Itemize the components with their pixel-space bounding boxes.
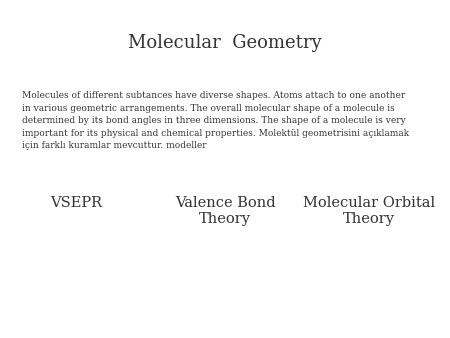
Text: Molecules of different subtances have diverse shapes. Atoms attach to one anothe: Molecules of different subtances have di… — [22, 91, 410, 150]
Text: Molecular  Geometry: Molecular Geometry — [128, 34, 322, 52]
Text: Valence Bond
Theory: Valence Bond Theory — [175, 196, 275, 226]
Text: Molecular Orbital
Theory: Molecular Orbital Theory — [303, 196, 435, 226]
Text: VSEPR: VSEPR — [50, 196, 103, 210]
